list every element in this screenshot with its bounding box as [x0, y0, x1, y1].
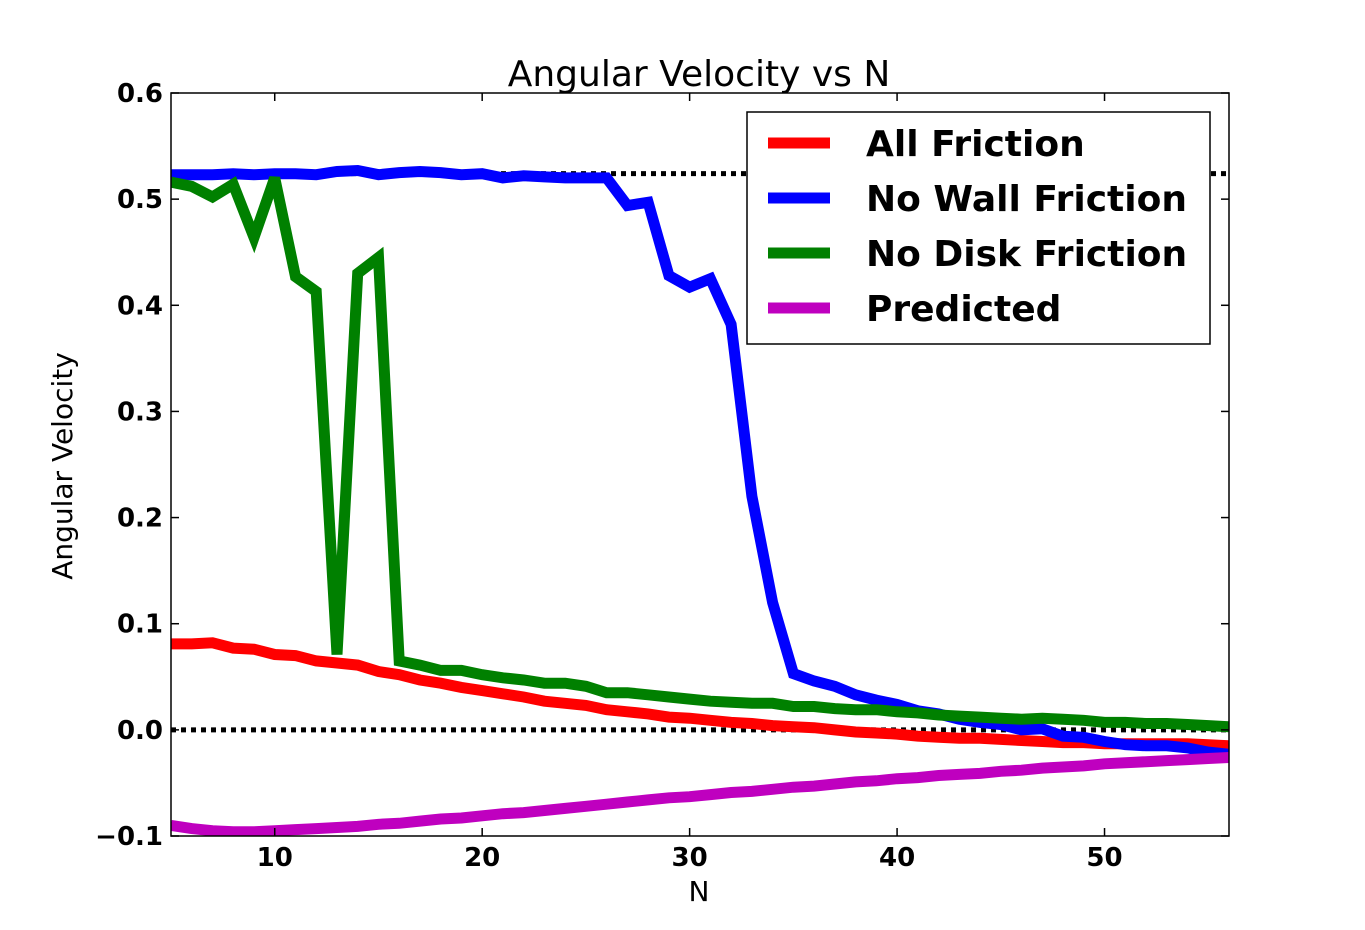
y-axis-label: Angular Velocity	[46, 352, 79, 580]
legend-label: No Wall Friction	[866, 179, 1187, 220]
series-line-no-wall-friction	[171, 164, 1229, 760]
x-tick-label: 30	[672, 843, 708, 873]
x-axis-label: N	[689, 875, 710, 908]
y-tick-label: −0.1	[95, 822, 163, 852]
legend-label: Predicted	[866, 289, 1061, 330]
series-line-no-disk-friction	[171, 176, 1229, 733]
y-tick-label: 0.6	[117, 79, 163, 109]
chart-title: Angular Velocity vs N	[508, 54, 891, 95]
y-tick-label: 0.2	[117, 504, 163, 534]
y-tick-label: 0.0	[117, 716, 163, 746]
y-tick-label: 0.4	[117, 291, 163, 321]
plot-frame	[170, 92, 1230, 837]
x-tick-label: 50	[1086, 843, 1122, 873]
x-tick-label: 20	[464, 843, 500, 873]
y-tick-label: 0.3	[117, 397, 163, 427]
legend-label: No Disk Friction	[866, 234, 1187, 275]
axis-ticks: 10 20 30 40 50 −0.1 0.0 0.1 0.2 0.3 0.4 0.5 0.6	[95, 79, 1229, 873]
y-tick-label: 0.5	[117, 185, 163, 215]
series-line-predicted	[171, 752, 1229, 836]
legend: All Friction No Wall Friction No Disk Fric…	[746, 111, 1211, 345]
series-line-all-friction	[171, 637, 1229, 752]
series-lines	[171, 164, 1229, 836]
legend-label: All Friction	[866, 124, 1085, 165]
x-tick-label: 40	[879, 843, 915, 873]
y-tick-label: 0.1	[117, 610, 163, 640]
x-tick-label: 10	[257, 843, 293, 873]
